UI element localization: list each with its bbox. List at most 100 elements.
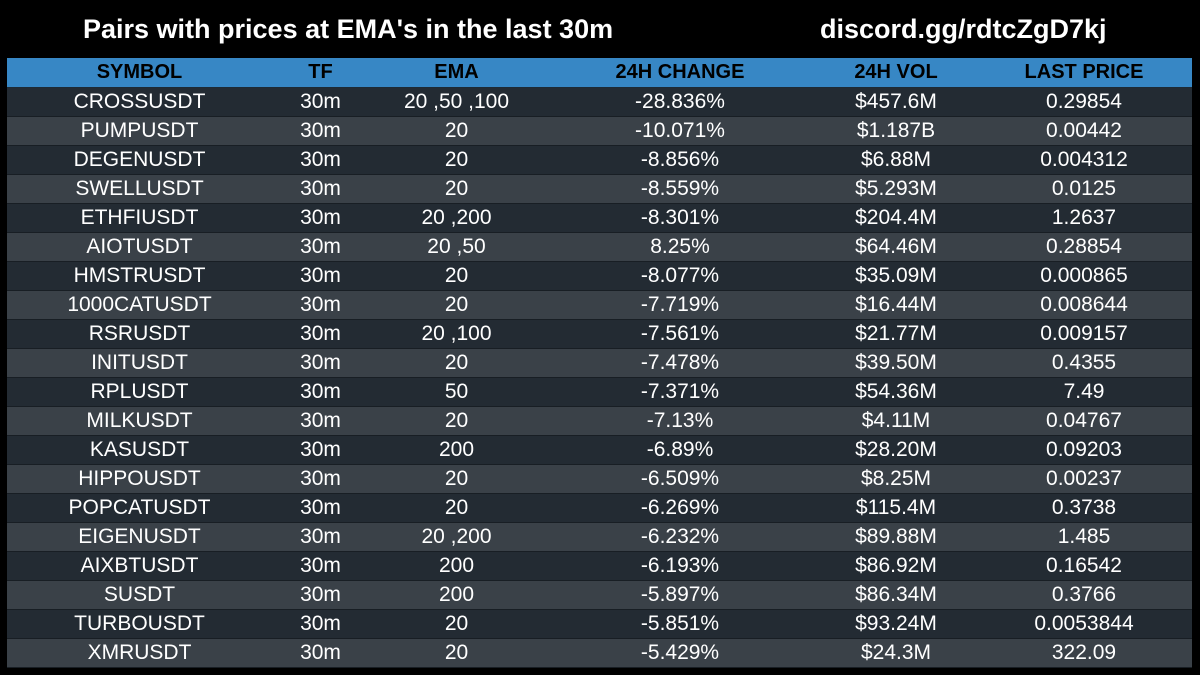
column-header-tf[interactable]: TF: [272, 58, 369, 88]
volume-cell: $6.88M: [816, 145, 976, 175]
tf-cell: 30m: [272, 290, 369, 320]
volume-cell: $21.77M: [816, 319, 976, 349]
table-row[interactable]: TURBOUSDT 30m 20 -5.851% $93.24M 0.0053844: [7, 609, 1192, 639]
ema-cell: 20: [369, 638, 544, 668]
table-row[interactable]: SUSDT 30m 200 -5.897% $86.34M 0.3766: [7, 580, 1192, 610]
table-row[interactable]: XMRUSDT 30m 20 -5.429% $24.3M 322.09: [7, 638, 1192, 668]
tf-cell: 30m: [272, 609, 369, 639]
last-price-cell: 322.09: [976, 638, 1192, 668]
symbol-cell: TURBOUSDT: [7, 609, 272, 639]
last-price-cell: 0.0125: [976, 174, 1192, 204]
tf-cell: 30m: [272, 464, 369, 494]
volume-cell: $1.187B: [816, 116, 976, 146]
column-header-ema[interactable]: EMA: [369, 58, 544, 88]
table-row[interactable]: RPLUSDT 30m 50 -7.371% $54.36M 7.49: [7, 377, 1192, 407]
ema-cell: 20: [369, 174, 544, 204]
volume-cell: $204.4M: [816, 203, 976, 233]
change-cell: -10.071%: [544, 116, 816, 146]
symbol-cell: DEGENUSDT: [7, 145, 272, 175]
column-header-last-price[interactable]: LAST PRICE: [976, 58, 1192, 88]
column-header-symbol[interactable]: SYMBOL: [7, 58, 272, 88]
change-cell: -5.429%: [544, 638, 816, 668]
table-row[interactable]: INITUSDT 30m 20 -7.478% $39.50M 0.4355: [7, 348, 1192, 378]
last-price-cell: 0.29854: [976, 87, 1192, 117]
last-price-cell: 0.0053844: [976, 609, 1192, 639]
change-cell: -5.897%: [544, 580, 816, 610]
ema-cell: 20: [369, 348, 544, 378]
volume-cell: $115.4M: [816, 493, 976, 523]
ema-cell: 20: [369, 406, 544, 436]
symbol-cell: MILKUSDT: [7, 406, 272, 436]
change-cell: -7.13%: [544, 406, 816, 436]
last-price-cell: 0.00442: [976, 116, 1192, 146]
table-row[interactable]: KASUSDT 30m 200 -6.89% $28.20M 0.09203: [7, 435, 1192, 465]
table-row[interactable]: AIOTUSDT 30m 20 ,50 8.25% $64.46M 0.28854: [7, 232, 1192, 262]
change-cell: -7.561%: [544, 319, 816, 349]
last-price-cell: 1.485: [976, 522, 1192, 552]
tf-cell: 30m: [272, 145, 369, 175]
change-cell: -8.856%: [544, 145, 816, 175]
volume-cell: $5.293M: [816, 174, 976, 204]
table-row[interactable]: RSRUSDT 30m 20 ,100 -7.561% $21.77M 0.009157: [7, 319, 1192, 349]
table-row[interactable]: MILKUSDT 30m 20 -7.13% $4.11M 0.04767: [7, 406, 1192, 436]
last-price-cell: 7.49: [976, 377, 1192, 407]
ema-cell: 20 ,200: [369, 522, 544, 552]
table-row[interactable]: POPCATUSDT 30m 20 -6.269% $115.4M 0.3738: [7, 493, 1192, 523]
symbol-cell: CROSSUSDT: [7, 87, 272, 117]
discord-link[interactable]: discord.gg/rdtcZgD7kj: [820, 14, 1107, 44]
last-price-cell: 0.009157: [976, 319, 1192, 349]
change-cell: -5.851%: [544, 609, 816, 639]
last-price-cell: 0.00237: [976, 464, 1192, 494]
table-row[interactable]: PUMPUSDT 30m 20 -10.071% $1.187B 0.00442: [7, 116, 1192, 146]
tf-cell: 30m: [272, 319, 369, 349]
table-row[interactable]: ETHFIUSDT 30m 20 ,200 -8.301% $204.4M 1.2637: [7, 203, 1192, 233]
tf-cell: 30m: [272, 203, 369, 233]
table-body: CROSSUSDT 30m 20 ,50 ,100 -28.836% $457.6M 0.…: [7, 87, 1192, 668]
tf-cell: 30m: [272, 261, 369, 291]
ema-cell: 20 ,50 ,100: [369, 87, 544, 117]
change-cell: -6.232%: [544, 522, 816, 552]
table-row[interactable]: AIXBTUSDT 30m 200 -6.193% $86.92M 0.16542: [7, 551, 1192, 581]
table-row[interactable]: SWELLUSDT 30m 20 -8.559% $5.293M 0.0125: [7, 174, 1192, 204]
table-row[interactable]: CROSSUSDT 30m 20 ,50 ,100 -28.836% $457.6M 0.…: [7, 87, 1192, 117]
symbol-cell: RSRUSDT: [7, 319, 272, 349]
change-cell: -8.301%: [544, 203, 816, 233]
volume-cell: $35.09M: [816, 261, 976, 291]
ema-cell: 20 ,100: [369, 319, 544, 349]
table-row[interactable]: EIGENUSDT 30m 20 ,200 -6.232% $89.88M 1.485: [7, 522, 1192, 552]
symbol-cell: INITUSDT: [7, 348, 272, 378]
table-row[interactable]: HIPPOUSDT 30m 20 -6.509% $8.25M 0.00237: [7, 464, 1192, 494]
symbol-cell: RPLUSDT: [7, 377, 272, 407]
table-row[interactable]: HMSTRUSDT 30m 20 -8.077% $35.09M 0.000865: [7, 261, 1192, 291]
symbol-cell: XMRUSDT: [7, 638, 272, 668]
pairs-table-container: SYMBOL TF EMA 24H CHANGE 24H VOL LAST PR…: [7, 58, 1192, 668]
ema-cell: 20 ,200: [369, 203, 544, 233]
symbol-cell: 1000CATUSDT: [7, 290, 272, 320]
table-row[interactable]: 1000CATUSDT 30m 20 -7.719% $16.44M 0.008644: [7, 290, 1192, 320]
ema-cell: 200: [369, 435, 544, 465]
symbol-cell: AIXBTUSDT: [7, 551, 272, 581]
page-title: Pairs with prices at EMA's in the last 3…: [83, 14, 614, 44]
volume-cell: $4.11M: [816, 406, 976, 436]
ema-cell: 20: [369, 609, 544, 639]
volume-cell: $24.3M: [816, 638, 976, 668]
table-row[interactable]: DEGENUSDT 30m 20 -8.856% $6.88M 0.004312: [7, 145, 1192, 175]
change-cell: -7.371%: [544, 377, 816, 407]
ema-cell: 20: [369, 116, 544, 146]
tf-cell: 30m: [272, 348, 369, 378]
volume-cell: $86.92M: [816, 551, 976, 581]
change-cell: -6.89%: [544, 435, 816, 465]
symbol-cell: ETHFIUSDT: [7, 203, 272, 233]
ema-cell: 20: [369, 290, 544, 320]
column-header-24h-change[interactable]: 24H CHANGE: [544, 58, 816, 88]
symbol-cell: HMSTRUSDT: [7, 261, 272, 291]
symbol-cell: PUMPUSDT: [7, 116, 272, 146]
tf-cell: 30m: [272, 116, 369, 146]
change-cell: -6.269%: [544, 493, 816, 523]
last-price-cell: 0.4355: [976, 348, 1192, 378]
column-header-24h-vol[interactable]: 24H VOL: [816, 58, 976, 88]
volume-cell: $8.25M: [816, 464, 976, 494]
symbol-cell: POPCATUSDT: [7, 493, 272, 523]
tf-cell: 30m: [272, 638, 369, 668]
last-price-cell: 0.004312: [976, 145, 1192, 175]
